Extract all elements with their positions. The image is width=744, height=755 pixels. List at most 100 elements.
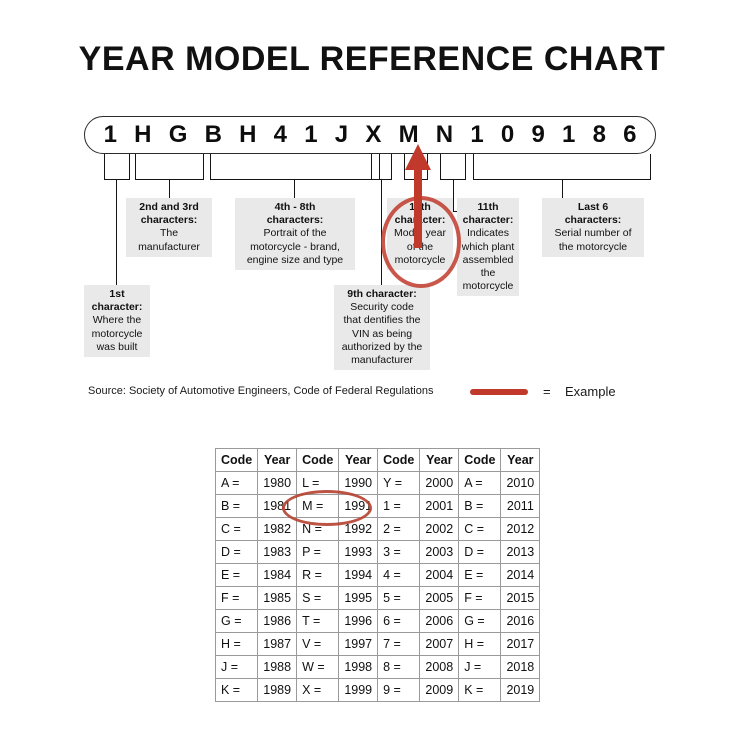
callout-5-bold-2: character: bbox=[394, 214, 446, 227]
cell-year: 1981 bbox=[257, 494, 298, 518]
cell-year: 1987 bbox=[257, 632, 298, 656]
cell-code: A = bbox=[214, 471, 259, 495]
callout-6-line-1: Indicates bbox=[466, 227, 510, 240]
callout-2-bold-1: 2nd and 3rd bbox=[139, 201, 199, 213]
cell-code: 9 = bbox=[377, 678, 421, 702]
cell-year: 1999 bbox=[338, 678, 379, 702]
cell-year: 2009 bbox=[419, 678, 460, 702]
cell-code: N = bbox=[296, 517, 340, 541]
cell-code: X = bbox=[296, 678, 340, 702]
callout-4-line-1: Security code bbox=[350, 301, 414, 314]
vin-char-2: H bbox=[134, 121, 152, 148]
cell-year-highlighted: 1991 bbox=[338, 494, 379, 518]
cell-year: 1990 bbox=[338, 471, 379, 495]
callout-2-bold-2: characters: bbox=[140, 214, 198, 227]
cell-code: R = bbox=[296, 563, 340, 587]
cell-year: 1980 bbox=[257, 471, 298, 495]
table-row: D = 1983 P = 1993 3 = 2003 D = 2013 bbox=[214, 540, 541, 564]
callout-1-bold-2: character: bbox=[91, 301, 143, 314]
callout-last-six-characters: Last 6 characters: Serial number of the … bbox=[542, 198, 644, 257]
cell-code: J = bbox=[458, 655, 502, 679]
col-header-code-3: Code bbox=[377, 448, 421, 472]
cell-code: D = bbox=[458, 540, 502, 564]
callout-2-line-2: manufacturer bbox=[138, 240, 200, 253]
callout-eleventh-character: 11th character: Indicates which plant as… bbox=[457, 198, 519, 297]
cell-code: C = bbox=[214, 517, 259, 541]
cell-year: 2016 bbox=[500, 609, 541, 633]
cell-year: 1984 bbox=[257, 563, 298, 587]
callout-5-line-3: motorcycle bbox=[394, 253, 446, 266]
cell-code: B = bbox=[214, 494, 259, 518]
callout-3-line-2: motorcycle - brand, bbox=[250, 240, 340, 253]
cell-code: 6 = bbox=[377, 609, 421, 633]
cell-year: 2010 bbox=[500, 471, 541, 495]
cell-year: 2005 bbox=[419, 586, 460, 610]
callout-3-bold-2: characters: bbox=[266, 214, 324, 227]
bracket-char-9 bbox=[371, 154, 392, 180]
bracket-chars-4-8 bbox=[210, 154, 380, 180]
legend-equals-sign: = bbox=[543, 384, 551, 399]
cell-year: 1998 bbox=[338, 655, 379, 679]
callout-5-bold-1: 10th bbox=[409, 201, 431, 213]
callout-first-character: 1st character: Where the motorcycle was … bbox=[84, 285, 150, 358]
vin-char-17: 6 bbox=[623, 121, 637, 148]
cell-year: 2013 bbox=[500, 540, 541, 564]
cell-code: 8 = bbox=[377, 655, 421, 679]
callout-4-line-4: authorized by the bbox=[341, 340, 423, 353]
cell-year: 2000 bbox=[419, 471, 460, 495]
cell-year: 1996 bbox=[338, 609, 379, 633]
callout-1-line-2: motorcycle bbox=[91, 327, 143, 340]
cell-code: L = bbox=[296, 471, 340, 495]
cell-code: F = bbox=[214, 586, 259, 610]
bracket-last-6 bbox=[473, 154, 651, 180]
cell-year: 2001 bbox=[419, 494, 460, 518]
vin-char-13: 0 bbox=[500, 121, 515, 148]
vin-char-5: H bbox=[239, 121, 257, 148]
cell-year: 2006 bbox=[419, 609, 460, 633]
cell-year: 1997 bbox=[338, 632, 379, 656]
cell-code: H = bbox=[458, 632, 502, 656]
col-header-code-4: Code bbox=[458, 448, 502, 472]
page-title: YEAR MODEL REFERENCE CHART bbox=[78, 40, 666, 78]
cell-year: 2011 bbox=[500, 494, 541, 518]
vin-char-12: 1 bbox=[470, 121, 484, 148]
year-code-table-wrapper: Code Year Code Year Code Year Code Year … bbox=[214, 448, 541, 702]
vin-char-15: 1 bbox=[562, 121, 576, 148]
cell-year: 2019 bbox=[500, 678, 541, 702]
cell-year: 2014 bbox=[500, 563, 541, 587]
table-body: A = 1980 L = 1990 Y = 2000 A = 2010 B = … bbox=[214, 471, 541, 702]
col-header-code-1: Code bbox=[214, 448, 259, 472]
vin-char-14: 9 bbox=[531, 121, 545, 148]
cell-code: 7 = bbox=[377, 632, 421, 656]
cell-code: F = bbox=[458, 586, 502, 610]
cell-year: 2007 bbox=[419, 632, 460, 656]
cell-year: 2012 bbox=[500, 517, 541, 541]
callout-3-line-1: Portrait of the bbox=[263, 227, 327, 240]
table-row: H = 1987 V = 1997 7 = 2007 H = 2017 bbox=[214, 632, 541, 656]
callout-6-line-4: the bbox=[480, 267, 496, 280]
cell-code-highlighted: M = bbox=[296, 494, 340, 518]
cell-year: 2008 bbox=[419, 655, 460, 679]
cell-year: 1994 bbox=[338, 563, 379, 587]
cell-code: W = bbox=[296, 655, 340, 679]
cell-year: 1985 bbox=[257, 586, 298, 610]
callout-6-bold-1: 11th bbox=[477, 201, 499, 213]
stem-last-6 bbox=[562, 180, 563, 198]
callout-6-line-2: which plant bbox=[461, 240, 515, 253]
cell-code: 4 = bbox=[377, 563, 421, 587]
callout-ninth-character: 9th character: Security code that dentif… bbox=[334, 285, 430, 371]
callout-3-line-3: engine size and type bbox=[246, 253, 344, 266]
col-header-year-3: Year bbox=[419, 448, 460, 472]
callout-4-line-2: that dentifies the bbox=[343, 314, 421, 327]
table-row: E = 1984 R = 1994 4 = 2004 E = 2014 bbox=[214, 563, 541, 587]
bracket-char-10 bbox=[404, 154, 428, 180]
cell-code: A = bbox=[458, 471, 502, 495]
cell-code: E = bbox=[214, 563, 259, 587]
cell-code: V = bbox=[296, 632, 340, 656]
stem-chars-4-8 bbox=[294, 180, 295, 198]
cell-year: 2003 bbox=[419, 540, 460, 564]
vin-char-3: G bbox=[168, 121, 188, 148]
callout-7-bold-2: characters: bbox=[564, 214, 622, 227]
cell-code: D = bbox=[214, 540, 259, 564]
